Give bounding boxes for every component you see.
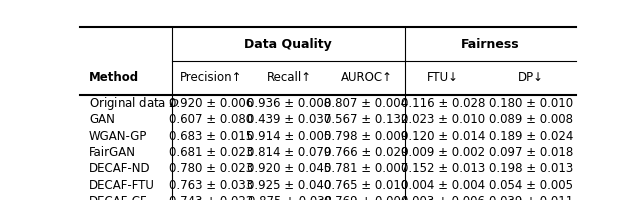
- Text: 0.743 ± 0.022: 0.743 ± 0.022: [169, 195, 253, 200]
- Text: DECAF-CF: DECAF-CF: [89, 195, 148, 200]
- Text: DECAF-ND: DECAF-ND: [89, 162, 150, 175]
- Text: FairGAN: FairGAN: [89, 146, 136, 159]
- Text: 0.439 ± 0.037: 0.439 ± 0.037: [248, 113, 332, 126]
- Text: 0.089 ± 0.008: 0.089 ± 0.008: [490, 113, 573, 126]
- Text: 0.054 ± 0.005: 0.054 ± 0.005: [490, 179, 573, 192]
- Text: 0.936 ± 0.008: 0.936 ± 0.008: [248, 97, 332, 110]
- Text: GAN: GAN: [89, 113, 115, 126]
- Text: 0.116 ± 0.028: 0.116 ± 0.028: [401, 97, 486, 110]
- Text: 0.023 ± 0.010: 0.023 ± 0.010: [401, 113, 485, 126]
- Text: 0.780 ± 0.023: 0.780 ± 0.023: [170, 162, 253, 175]
- Text: WGAN-GP: WGAN-GP: [89, 130, 147, 143]
- Text: 0.097 ± 0.018: 0.097 ± 0.018: [489, 146, 573, 159]
- Text: Recall↑: Recall↑: [267, 71, 312, 84]
- Text: 0.009 ± 0.002: 0.009 ± 0.002: [401, 146, 485, 159]
- Text: 0.766 ± 0.029: 0.766 ± 0.029: [324, 146, 409, 159]
- Text: Original data $\mathcal{D}$: Original data $\mathcal{D}$: [89, 95, 180, 112]
- Text: 0.765 ± 0.010: 0.765 ± 0.010: [324, 179, 408, 192]
- Text: 0.567 ± 0.132: 0.567 ± 0.132: [324, 113, 408, 126]
- Text: 0.769 ± 0.004: 0.769 ± 0.004: [324, 195, 408, 200]
- Text: 0.875 ± 0.038: 0.875 ± 0.038: [248, 195, 332, 200]
- Text: DP↓: DP↓: [518, 71, 545, 84]
- Text: Method: Method: [89, 71, 139, 84]
- Text: 0.198 ± 0.013: 0.198 ± 0.013: [489, 162, 573, 175]
- Text: 0.781 ± 0.007: 0.781 ± 0.007: [324, 162, 408, 175]
- Text: 0.004 ± 0.004: 0.004 ± 0.004: [401, 179, 485, 192]
- Text: 0.120 ± 0.014: 0.120 ± 0.014: [401, 130, 486, 143]
- Text: Precision↑: Precision↑: [180, 71, 243, 84]
- Text: Fairness: Fairness: [461, 38, 520, 51]
- Text: 0.681 ± 0.023: 0.681 ± 0.023: [170, 146, 253, 159]
- Text: Data Quality: Data Quality: [244, 38, 332, 51]
- Text: 0.189 ± 0.024: 0.189 ± 0.024: [489, 130, 573, 143]
- Text: 0.180 ± 0.010: 0.180 ± 0.010: [490, 97, 573, 110]
- Text: 0.798 ± 0.009: 0.798 ± 0.009: [324, 130, 408, 143]
- Text: 0.914 ± 0.005: 0.914 ± 0.005: [248, 130, 332, 143]
- Text: 0.683 ± 0.015: 0.683 ± 0.015: [170, 130, 253, 143]
- Text: 0.152 ± 0.013: 0.152 ± 0.013: [401, 162, 486, 175]
- Text: 0.807 ± 0.004: 0.807 ± 0.004: [324, 97, 408, 110]
- Text: 0.814 ± 0.079: 0.814 ± 0.079: [248, 146, 332, 159]
- Text: 0.925 ± 0.040: 0.925 ± 0.040: [248, 179, 332, 192]
- Text: AUROC↑: AUROC↑: [340, 71, 392, 84]
- Text: 0.763 ± 0.033: 0.763 ± 0.033: [170, 179, 253, 192]
- Text: DECAF-FTU: DECAF-FTU: [89, 179, 155, 192]
- Text: 0.920 ± 0.045: 0.920 ± 0.045: [248, 162, 332, 175]
- Text: 0.003 ± 0.006: 0.003 ± 0.006: [401, 195, 485, 200]
- Text: 0.920 ± 0.006: 0.920 ± 0.006: [170, 97, 253, 110]
- Text: 0.607 ± 0.080: 0.607 ± 0.080: [170, 113, 253, 126]
- Text: 0.039 ± 0.011: 0.039 ± 0.011: [489, 195, 573, 200]
- Text: FTU↓: FTU↓: [428, 71, 460, 84]
